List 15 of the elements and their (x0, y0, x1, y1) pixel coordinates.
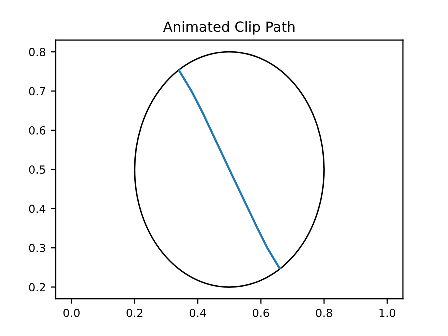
y-tick-label: 0.4 (29, 204, 46, 214)
x-tick-label: 0.0 (64, 308, 80, 318)
chart-title: Animated Clip Path (163, 21, 295, 35)
x-tick-label: 1.0 (380, 308, 396, 318)
y-tick-label: 0.3 (29, 244, 46, 252)
x-tick-label: 0.6 (253, 308, 270, 318)
y-tick-label: 0.5 (29, 166, 46, 174)
y-tick-label: 0.8 (29, 48, 46, 56)
x-tick-label: 0.8 (316, 308, 332, 318)
line-series (178, 70, 281, 270)
x-tick-label: 0.4 (190, 308, 206, 318)
x-tick-label: 0.2 (126, 308, 143, 318)
y-tick-label: 0.7 (29, 87, 46, 96)
y-tick-label: 0.6 (29, 126, 46, 135)
y-tick-label: 0.2 (29, 283, 46, 292)
